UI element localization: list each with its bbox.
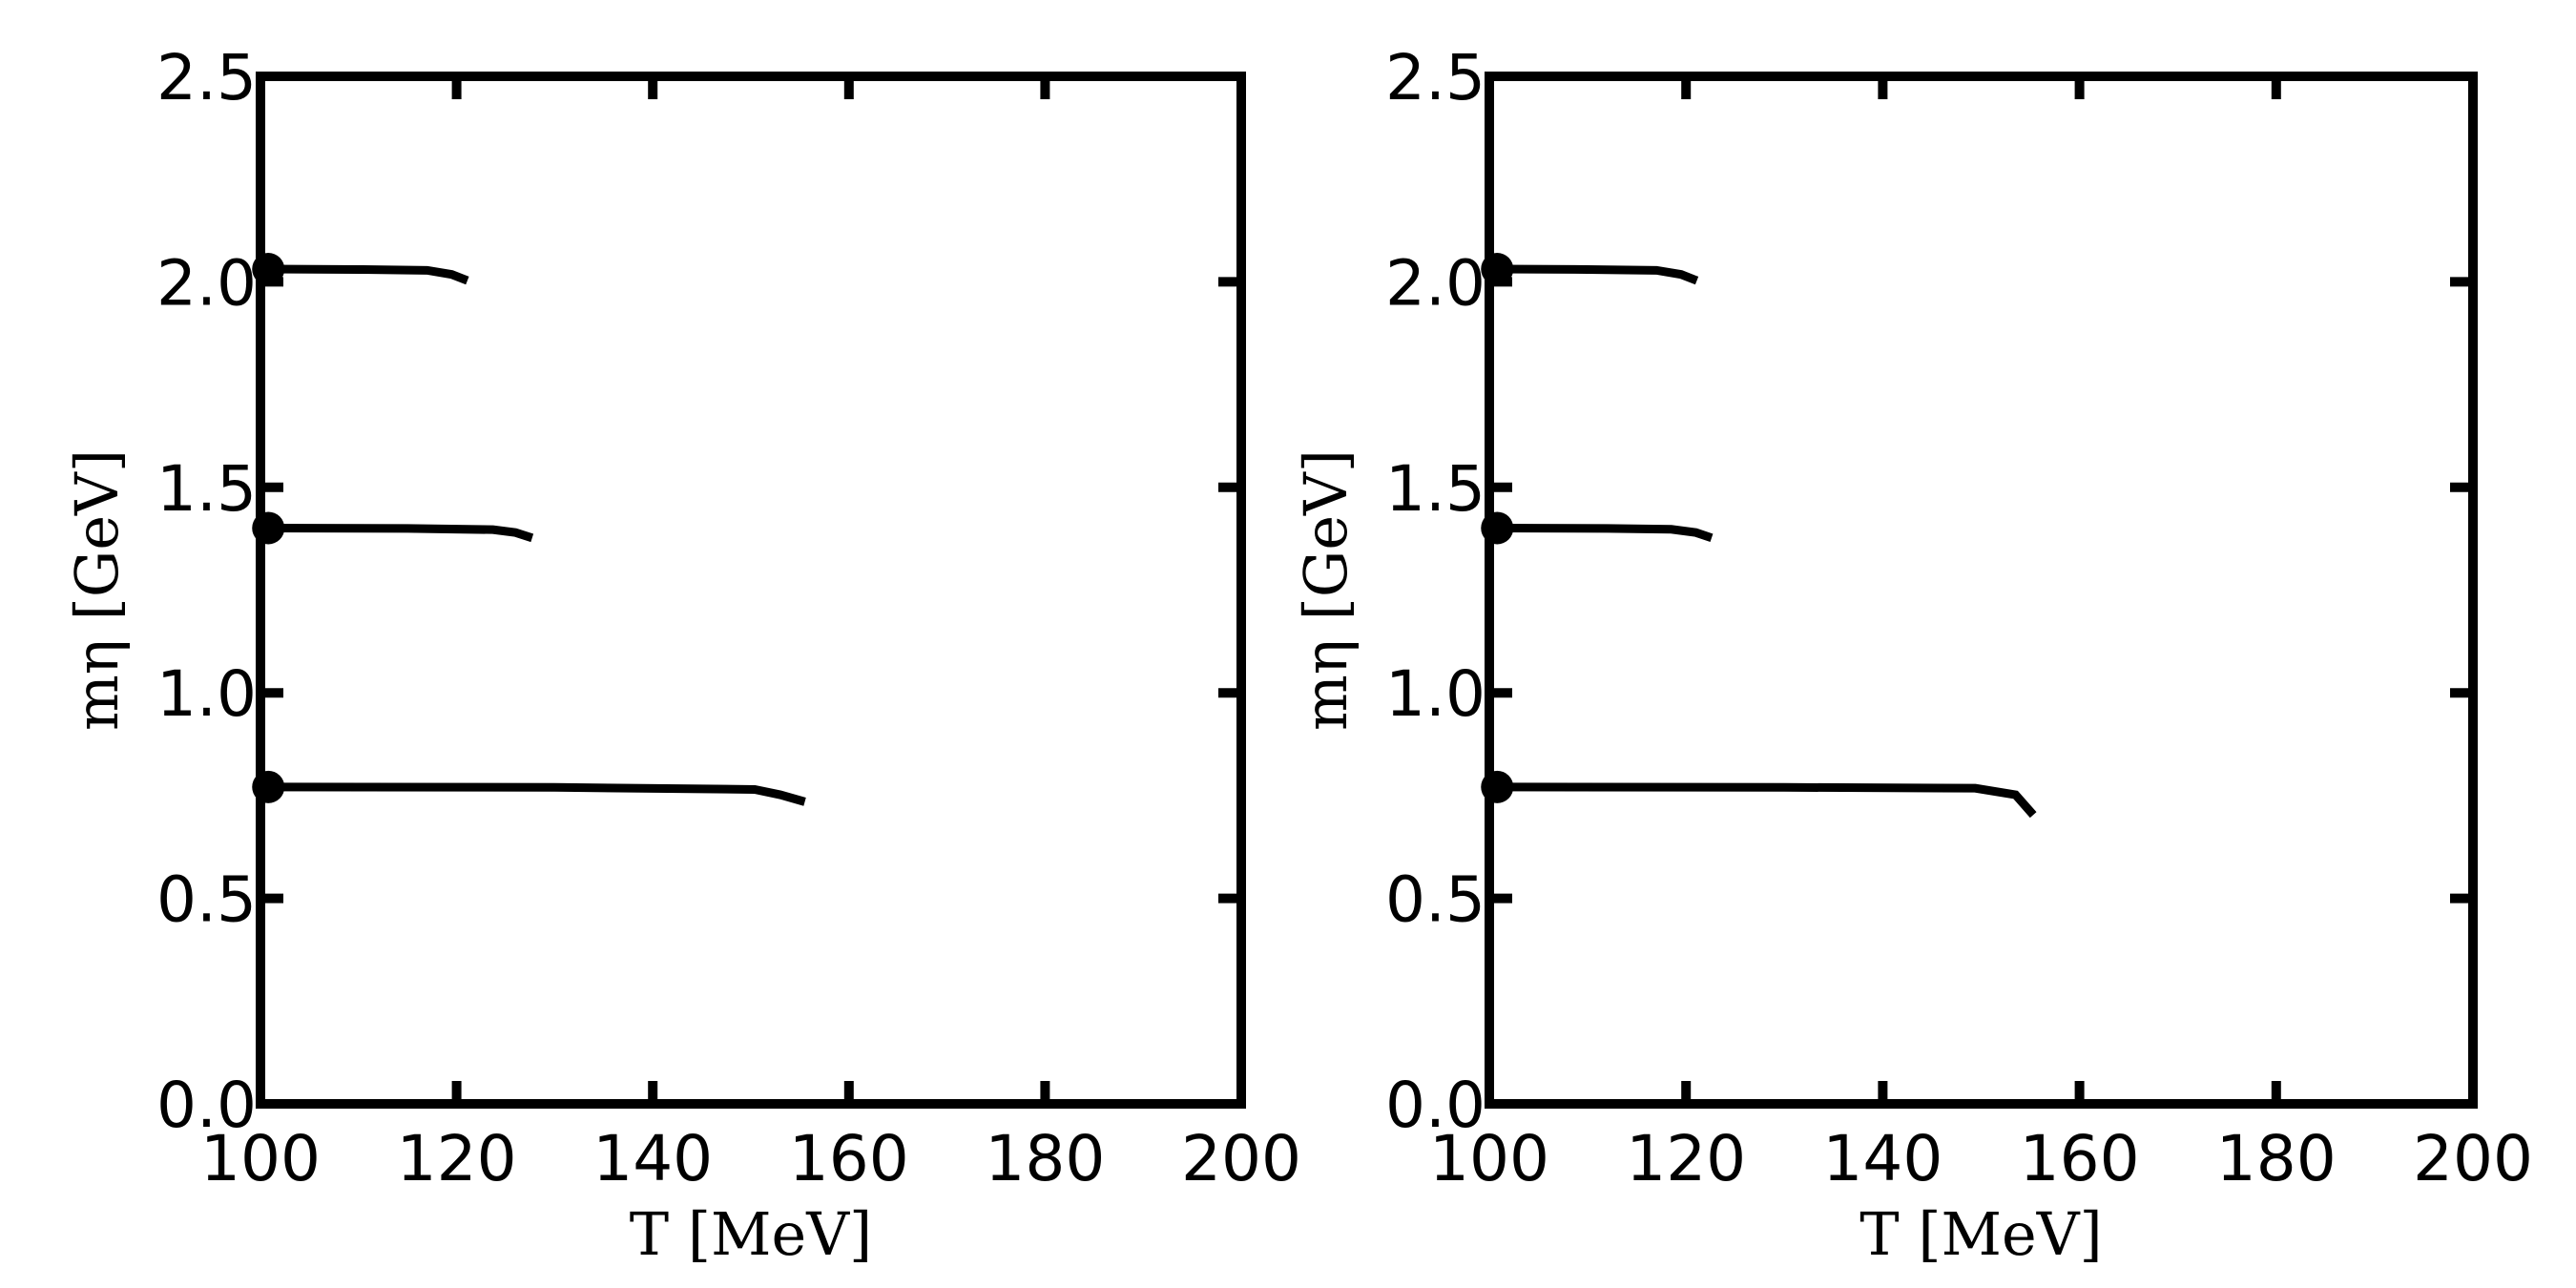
x-axis-label: T [MeV] — [630, 1199, 872, 1269]
x-tick-label: 160 — [2020, 1122, 2140, 1195]
x-tick-label: 120 — [1626, 1122, 1746, 1195]
x-tick-label: 160 — [789, 1122, 909, 1195]
y-tick-label: 0.5 — [1385, 863, 1485, 937]
line — [268, 782, 806, 806]
x-tick-label: 180 — [2216, 1122, 2337, 1195]
y-tick-label: 2.0 — [156, 246, 257, 320]
x-tick-label: 200 — [1181, 1122, 1301, 1195]
x-tick-label: 100 — [1429, 1122, 1549, 1195]
y-tick-label: 1.5 — [156, 452, 257, 526]
y-tick-label: 1.0 — [156, 657, 257, 731]
line — [1497, 782, 2037, 819]
y-tick-label: 1.0 — [1385, 657, 1485, 731]
x-tick-label: 100 — [200, 1122, 321, 1195]
y-axis-label: mη [GeV] — [62, 449, 132, 731]
line — [1497, 523, 1714, 543]
line — [268, 523, 534, 543]
x-tick-label: 180 — [985, 1122, 1105, 1195]
plot-frame — [256, 72, 1246, 1109]
line — [1497, 264, 1699, 285]
y-tick-label: 2.5 — [1385, 41, 1485, 114]
x-tick-label: 120 — [397, 1122, 517, 1195]
x-tick-label: 140 — [1822, 1122, 1942, 1195]
x-tick-label: 140 — [592, 1122, 713, 1195]
y-tick-label: 2.0 — [1385, 246, 1485, 320]
plot-frame — [1485, 72, 2478, 1109]
y-tick-label: 2.5 — [156, 41, 257, 114]
chart: 100 120 140 160 180 200 0.0 0.5 1.0 1.5 2.0 2.5 T [M… — [1291, 41, 2533, 1269]
y-tick-label: 0.5 — [156, 863, 257, 937]
chart: 100 120 140 160 180 200 0.0 0.5 1.0 1.5 2.0 2.5 T [M… — [62, 41, 1301, 1269]
y-tick-label: 1.5 — [1385, 452, 1485, 526]
x-axis-label: T [MeV] — [1859, 1199, 2102, 1269]
x-tick-label: 200 — [2413, 1122, 2533, 1195]
y-axis-label: mη [GeV] — [1291, 449, 1361, 731]
line — [268, 264, 469, 285]
y-tick-label: 0.0 — [1385, 1069, 1485, 1142]
y-tick-label: 0.0 — [156, 1069, 257, 1142]
